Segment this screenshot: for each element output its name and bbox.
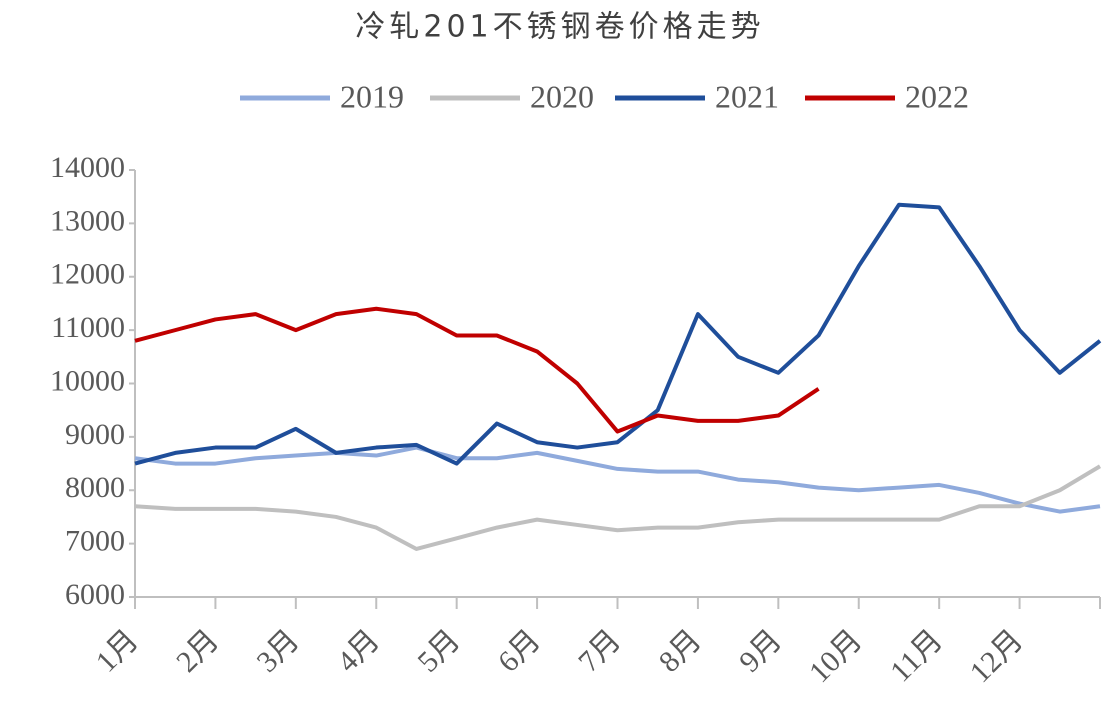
- y-tick-label: 13000: [50, 204, 125, 237]
- y-tick-label: 10000: [50, 364, 125, 397]
- series-line: [134, 464, 1102, 551]
- x-tick-label: 1月: [90, 623, 145, 678]
- legend-label: 2020: [530, 78, 594, 114]
- x-tick-label: 6月: [492, 623, 547, 678]
- chart-title: 冷轧201不锈钢卷价格走势: [355, 10, 764, 45]
- x-tick-label: 9月: [733, 623, 788, 678]
- series-line: [134, 306, 820, 434]
- x-tick-label: 4月: [331, 623, 386, 678]
- y-tick-label: 7000: [65, 525, 125, 558]
- x-tick-label: 8月: [653, 623, 708, 678]
- x-tick-label: 7月: [572, 623, 627, 678]
- series-line: [134, 445, 1101, 514]
- x-tick-label: 12月: [964, 623, 1030, 689]
- y-tick-label: 12000: [50, 258, 125, 291]
- y-tick-label: 9000: [65, 418, 125, 451]
- y-tick-label: 8000: [65, 471, 125, 504]
- legend-label: 2022: [905, 78, 969, 114]
- y-tick-label: 14000: [50, 151, 125, 184]
- x-tick-label: 5月: [411, 623, 466, 678]
- x-tick-label: 11月: [884, 623, 949, 688]
- legend-label: 2021: [715, 78, 779, 114]
- x-tick-label: 3月: [251, 623, 306, 678]
- y-tick-label: 11000: [51, 311, 125, 344]
- x-tick-label: 10月: [803, 623, 869, 689]
- legend-label: 2019: [340, 78, 404, 114]
- y-tick-label: 6000: [65, 578, 125, 611]
- x-tick-label: 2月: [170, 623, 225, 678]
- series-line: [134, 202, 1102, 466]
